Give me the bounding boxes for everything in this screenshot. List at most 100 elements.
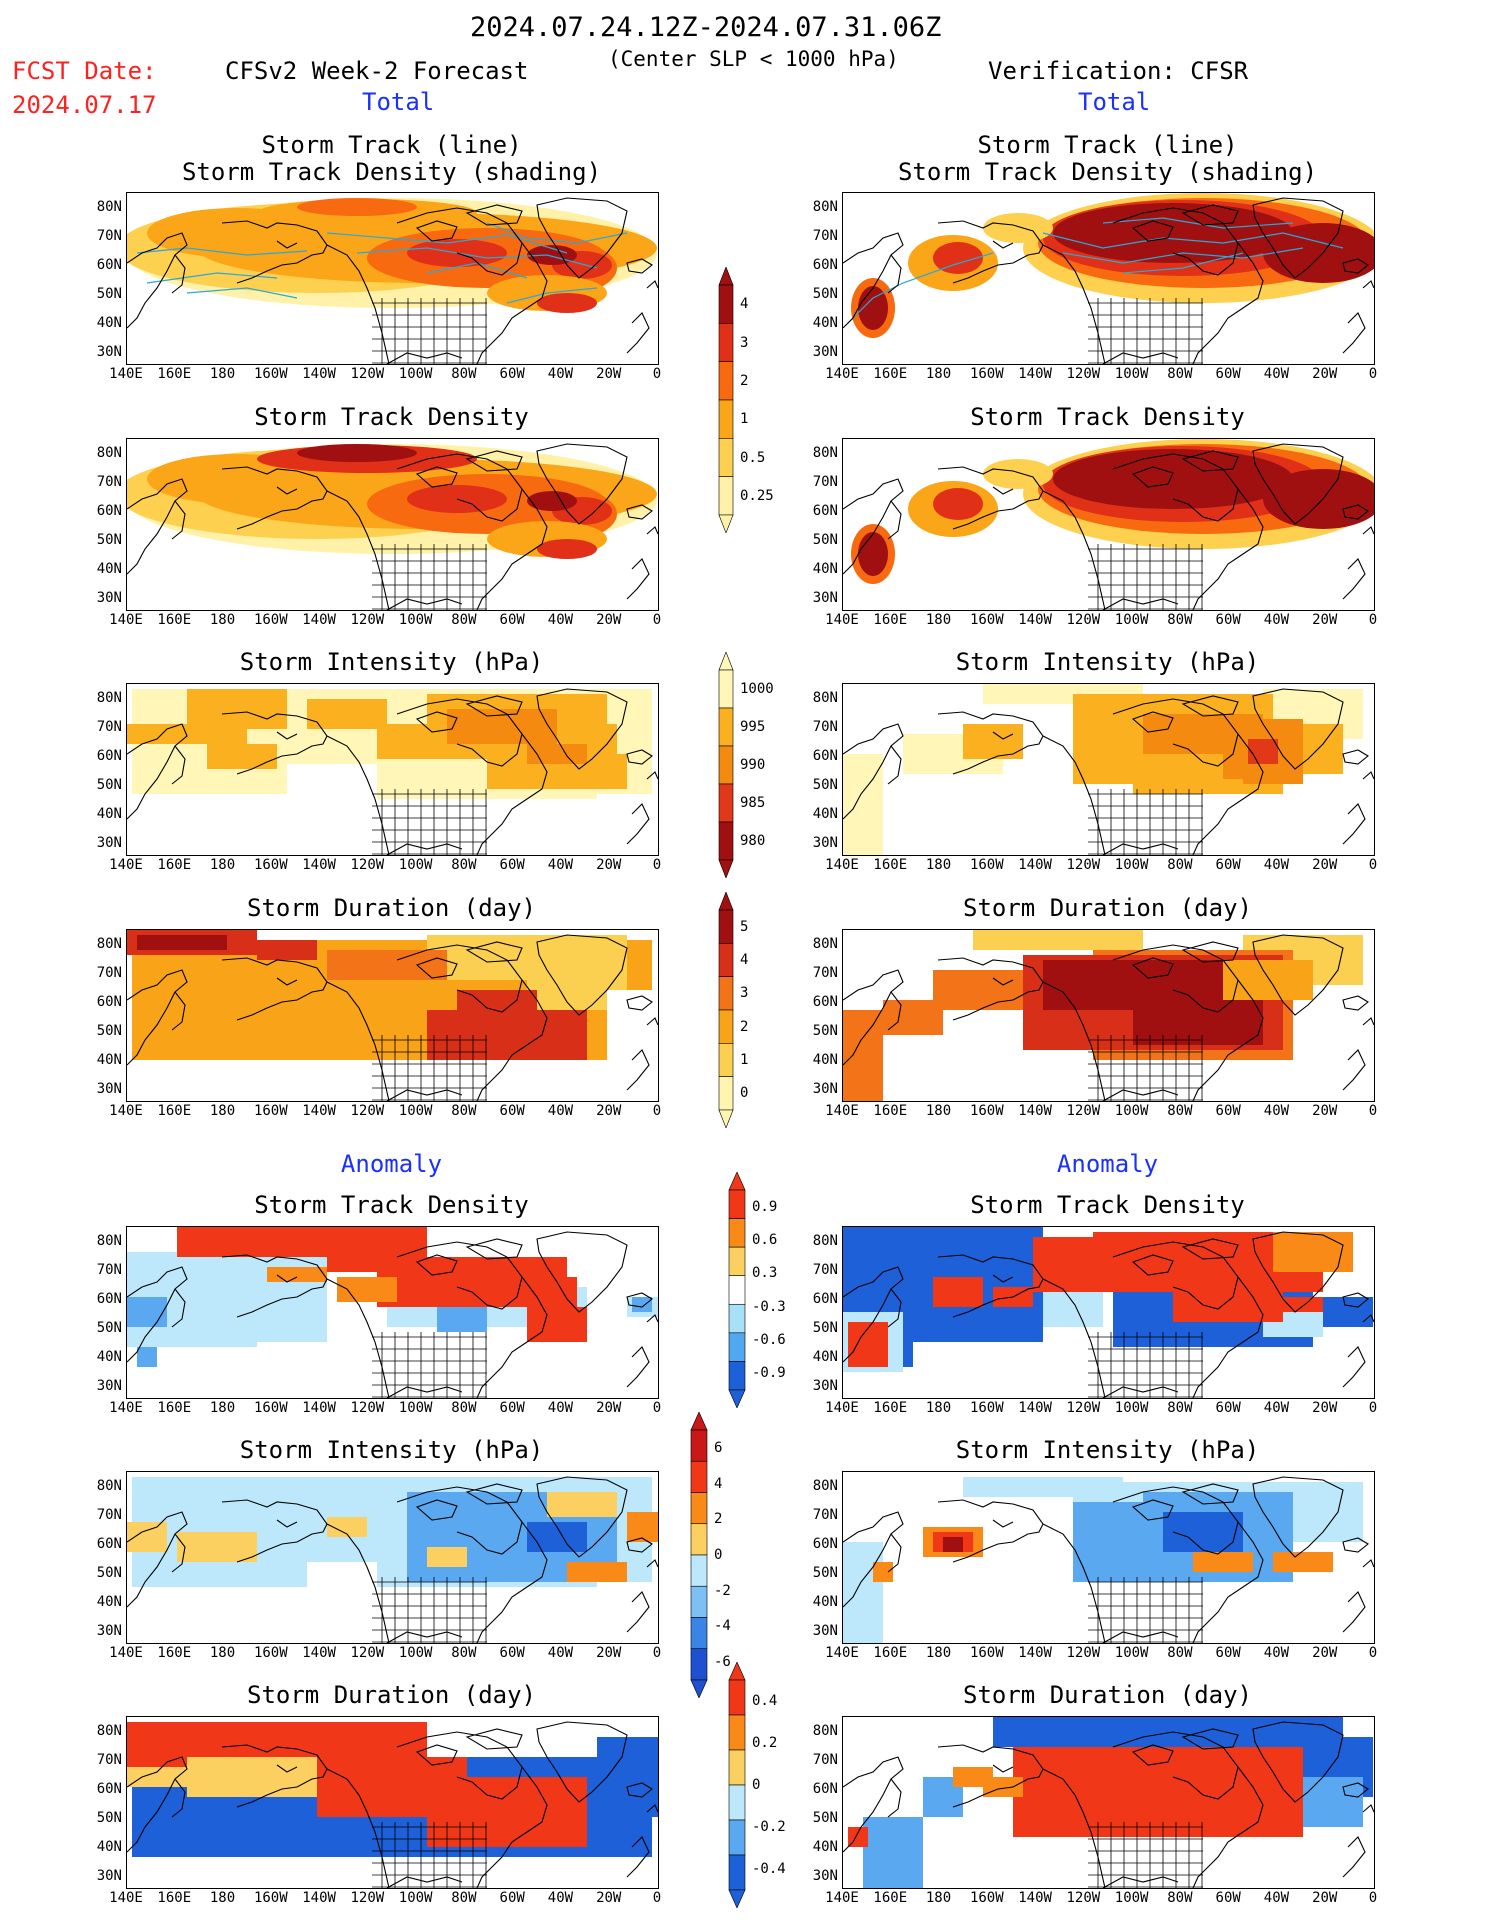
lat-tick-label: 60N xyxy=(812,994,838,1010)
panel-title-intensity-left: Storm Intensity (hPa) xyxy=(239,648,544,676)
density-blob xyxy=(983,459,1053,489)
colorbar xyxy=(718,652,734,878)
lon-tick-label: 180 xyxy=(925,1103,952,1119)
lat-tick-label: 50N xyxy=(96,1565,122,1581)
lat-tick-label: 40N xyxy=(96,315,122,331)
lon-tick-label: 160E xyxy=(873,1400,908,1416)
lon-tick-label: 20W xyxy=(1312,1890,1338,1906)
map-panel xyxy=(842,683,1375,856)
lon-tick-label: 140W xyxy=(1018,1400,1052,1416)
colorbar-swatch xyxy=(728,1361,746,1391)
lat-tick-label: 80N xyxy=(96,690,122,706)
lat-tick-label: 60N xyxy=(812,1781,838,1797)
grid-cell xyxy=(427,1777,587,1847)
panel-title-intensity-right: Storm Intensity (hPa) xyxy=(955,648,1260,676)
total-label-left: Total xyxy=(362,88,435,116)
lon-tick-label: 80W xyxy=(1167,857,1193,873)
lon-tick-label: 80W xyxy=(451,1645,477,1661)
lat-tick-label: 50N xyxy=(812,1023,838,1039)
colorbar-label: 1 xyxy=(740,1052,749,1068)
panel-title-anom-duration-left: Storm Duration (day) xyxy=(247,1681,536,1709)
lon-tick-label: 120W xyxy=(350,1890,385,1906)
lat-tick-label: 70N xyxy=(96,1507,122,1523)
lat-tick-label: 40N xyxy=(812,1594,838,1610)
grid-cell xyxy=(873,1562,893,1582)
map-panel xyxy=(842,1226,1375,1399)
lon-tick-label: 180 xyxy=(209,1645,236,1661)
grid-cell xyxy=(1248,739,1278,764)
lon-tick-label: 80W xyxy=(1167,366,1193,382)
lon-tick-label: 140W xyxy=(302,857,336,873)
colorbar-swatch xyxy=(718,669,734,709)
lon-tick-label: 0 xyxy=(652,366,662,382)
colorbar-label: 995 xyxy=(740,719,766,735)
lon-tick-label: 160E xyxy=(873,857,908,873)
lon-tick-label: 0 xyxy=(1368,366,1378,382)
lon-tick-label: 120W xyxy=(350,1645,385,1661)
lon-tick-label: 140E xyxy=(825,366,859,382)
lat-tick-label: 30N xyxy=(812,1081,838,1097)
state-borders xyxy=(1088,1332,1203,1398)
lat-tick-label: 80N xyxy=(812,936,838,952)
lat-tick-label: 60N xyxy=(96,1781,122,1797)
lat-tick-label: 60N xyxy=(812,257,838,273)
colorbar-swatch xyxy=(718,909,734,944)
lat-tick-label: 40N xyxy=(812,315,838,331)
lon-tick-label: 140E xyxy=(825,1400,859,1416)
colorbar-swatch xyxy=(718,707,734,747)
colorbar-label: 6 xyxy=(714,1439,723,1456)
lon-tick-label: 80W xyxy=(1167,1400,1193,1416)
lon-tick-label: 20W xyxy=(1312,366,1338,382)
lon-tick-label: 60W xyxy=(499,1400,525,1416)
grid-cell xyxy=(597,794,658,855)
lon-tick-label: 180 xyxy=(209,857,236,873)
lat-tick-label: 40N xyxy=(812,1349,838,1365)
grid-cell xyxy=(307,1562,377,1643)
lon-tick-label: 160E xyxy=(157,1645,192,1661)
lat-tick-label: 60N xyxy=(812,1291,838,1307)
lat-tick-label: 50N xyxy=(812,1565,838,1581)
map-panel xyxy=(126,929,659,1102)
lon-tick-label: 80W xyxy=(451,1890,477,1906)
lon-tick-label: 60W xyxy=(1215,366,1241,382)
lon-tick-label: 160E xyxy=(873,612,908,628)
lon-tick-label: 140E xyxy=(825,1645,859,1661)
lon-tick-label: 180 xyxy=(209,1890,236,1906)
colorbar-swatch xyxy=(718,783,734,823)
lon-tick-label: 120W xyxy=(1066,1890,1101,1906)
lon-tick-label: 180 xyxy=(925,1400,952,1416)
lat-tick-label: 40N xyxy=(812,561,838,577)
colorbar-swatch xyxy=(728,1679,746,1716)
colorbar-label: -0.2 xyxy=(752,1819,786,1835)
colorbar-swatch xyxy=(718,361,734,401)
colorbar-swatch xyxy=(718,943,734,977)
colorbar-swatch xyxy=(718,1076,734,1111)
lon-tick-label: 60W xyxy=(499,1645,525,1661)
fcst-date-label: FCST Date: xyxy=(12,57,157,85)
lon-tick-label: 80W xyxy=(451,366,477,382)
state-borders xyxy=(372,298,487,364)
grid-cell xyxy=(447,709,557,744)
lon-tick-label: 100W xyxy=(1114,857,1149,873)
lat-tick-label: 80N xyxy=(96,199,122,215)
lon-tick-label: 100W xyxy=(1114,1890,1149,1906)
panel-title-duration-right: Storm Duration (day) xyxy=(963,894,1252,922)
lat-tick-label: 80N xyxy=(812,1723,838,1739)
grid-cell xyxy=(127,1592,307,1643)
lat-tick-label: 70N xyxy=(96,1752,122,1768)
lat-tick-label: 30N xyxy=(812,835,838,851)
lon-tick-label: 140E xyxy=(109,1645,143,1661)
lon-tick-label: 120W xyxy=(350,857,385,873)
state-borders xyxy=(372,1822,487,1888)
density-blob xyxy=(933,488,983,520)
lat-tick-label: 50N xyxy=(96,532,122,548)
lon-tick-label: 120W xyxy=(350,1400,385,1416)
lon-tick-label: 80W xyxy=(451,1400,477,1416)
state-borders xyxy=(1088,789,1203,855)
lat-tick-label: 50N xyxy=(812,777,838,793)
lon-tick-label: 180 xyxy=(925,612,952,628)
lat-tick-label: 30N xyxy=(812,590,838,606)
lon-tick-label: 180 xyxy=(209,1400,236,1416)
lat-tick-label: 30N xyxy=(96,835,122,851)
lat-tick-label: 80N xyxy=(812,690,838,706)
